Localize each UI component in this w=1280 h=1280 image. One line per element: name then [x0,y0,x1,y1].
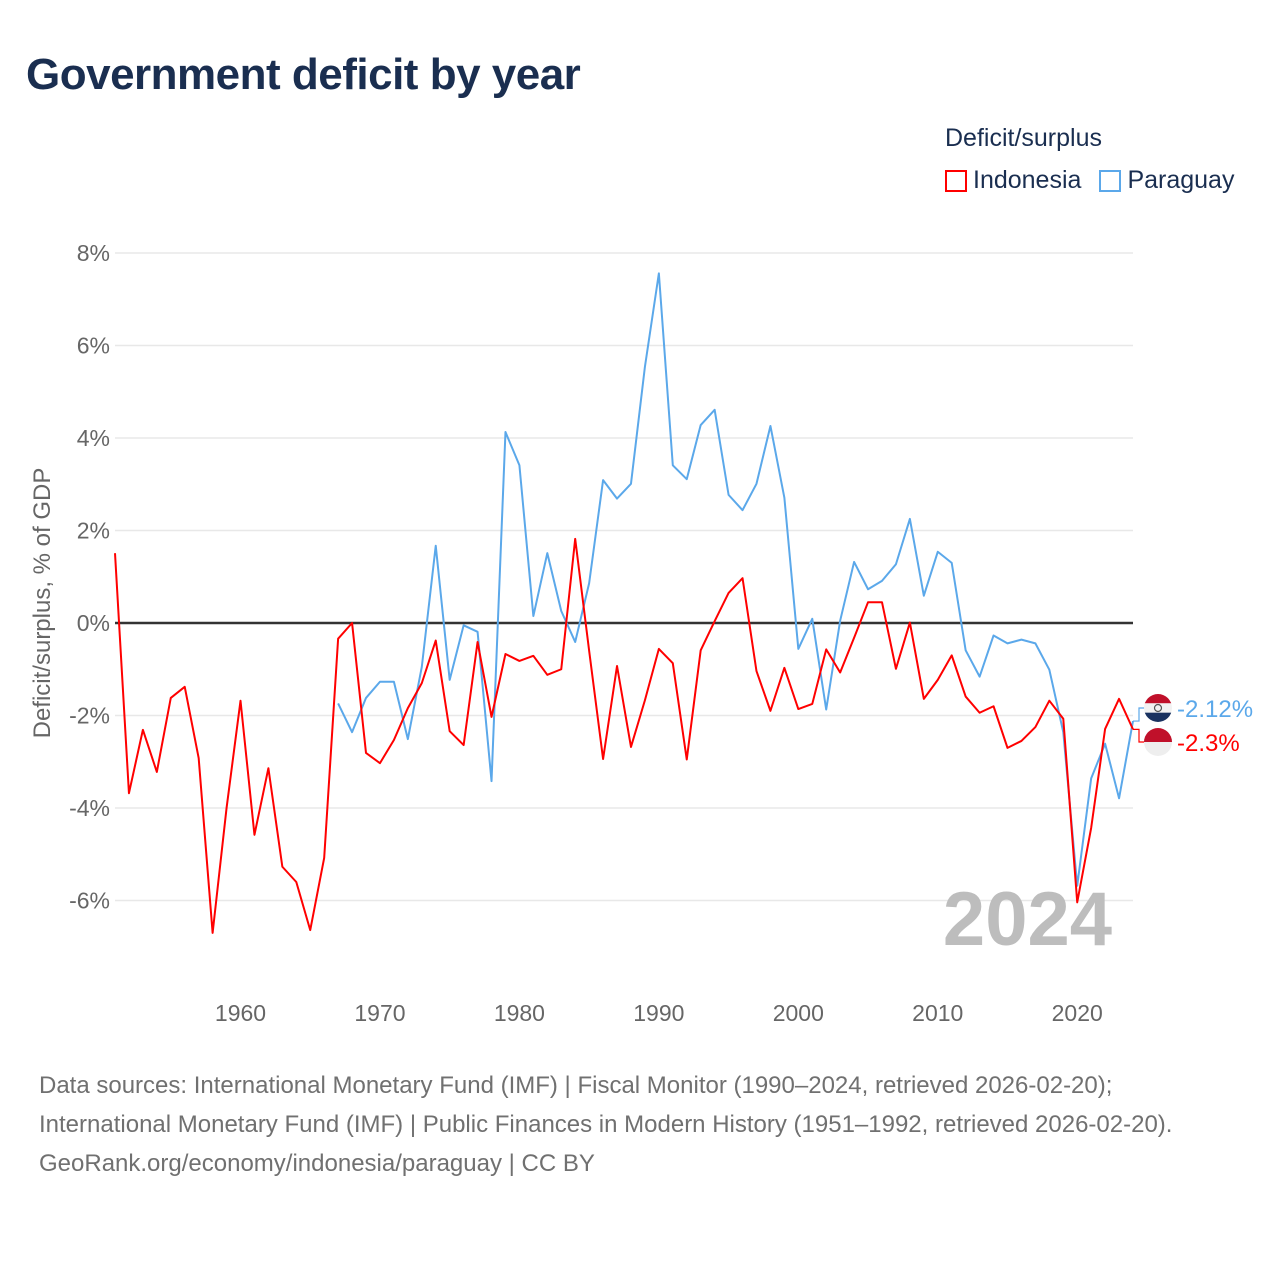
line-chart: 8% 6% 4% 2% 0% -2% -4% -6% 1960 1970 1980 1990 2000 2… [29,240,1253,1026]
y-tick-label: 8% [77,240,110,266]
chart-title: Government deficit by year [26,50,581,99]
y-tick-label: -4% [69,795,110,821]
x-tick-label: 2020 [1052,1000,1103,1026]
flag-indonesia-icon [1144,728,1172,756]
x-tick-label: 2010 [912,1000,963,1026]
current-year-watermark: 2024 [943,877,1112,962]
series-line-indonesia[interactable] [114,537,1134,934]
legend-swatch-indonesia [945,169,967,192]
legend: Indonesia Paraguay [945,166,1234,195]
y-tick-label: -2% [69,703,110,729]
end-value-label-paraguay: -2.12% [1177,696,1253,723]
legend-swatch-paraguay [1099,169,1122,192]
legend-item-indonesia[interactable]: Indonesia [945,166,1081,195]
legend-label: Paraguay [1127,166,1235,194]
flag-paraguay-icon [1144,694,1172,722]
footer: Data sources: International Monetary Fun… [39,1066,1239,1183]
x-tick-label: 2000 [773,1000,824,1026]
x-tick-label: 1960 [215,1000,266,1026]
legend-item-paraguay[interactable]: Paraguay [1099,166,1234,195]
x-tick-label: 1970 [354,1000,405,1026]
y-tick-label: 0% [77,610,110,636]
y-axis-label: Deficit/surplus, % of GDP [29,468,56,739]
end-label-connector [1133,728,1145,743]
y-tick-label: 4% [77,425,110,451]
y-tick-label: -6% [69,888,110,914]
end-value-label-indonesia: -2.3% [1177,730,1240,757]
series-line-paraguay[interactable] [337,272,1134,887]
data-sources: Data sources: International Monetary Fun… [39,1072,1173,1138]
legend-title: Deficit/surplus [945,124,1102,152]
y-tick-label: 6% [77,333,110,359]
x-tick-label: 1990 [633,1000,684,1026]
credit-link[interactable]: GeoRank.org/economy/indonesia/paraguay |… [39,1150,595,1177]
end-label-connector [1133,707,1145,722]
y-tick-label: 2% [77,518,110,544]
x-tick-label: 1980 [494,1000,545,1026]
legend-label: Indonesia [973,166,1082,194]
